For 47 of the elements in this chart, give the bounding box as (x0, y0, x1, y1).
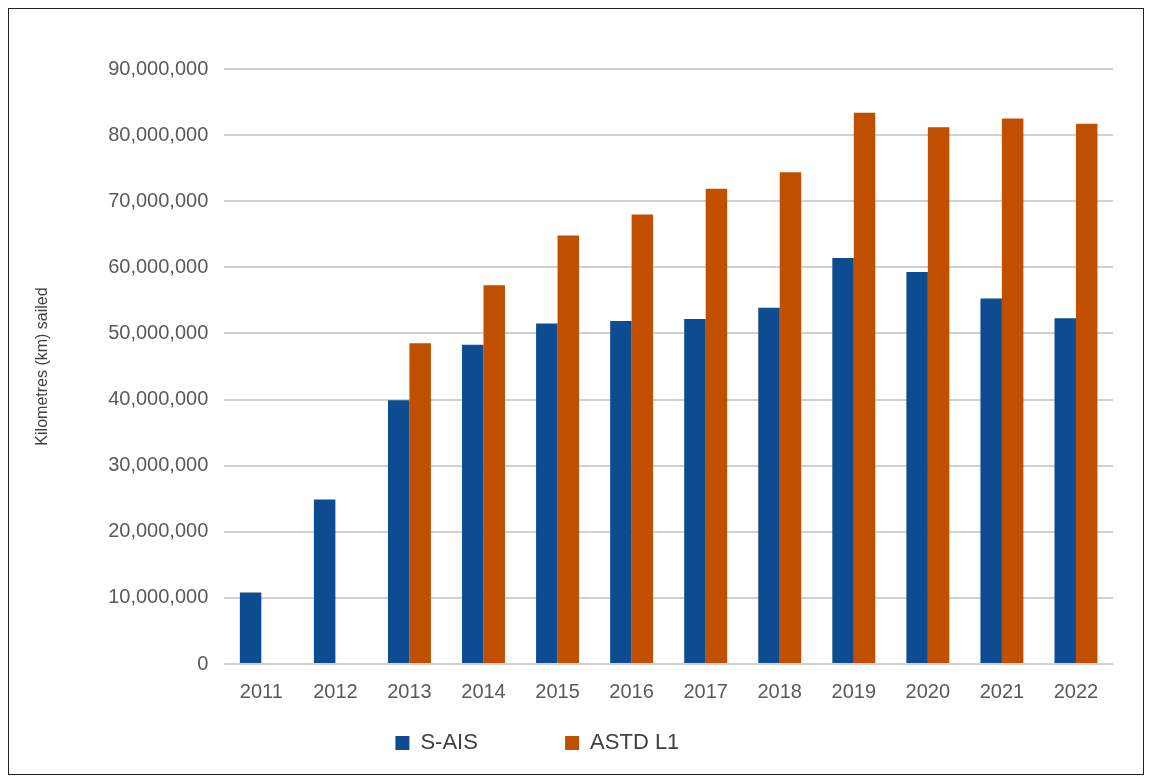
x-tick-label: 2020 (905, 679, 951, 702)
bar (779, 172, 802, 663)
y-tick-label: 60,000,000 (108, 254, 209, 277)
y-tick-label: 20,000,000 (108, 519, 209, 542)
y-tick-label: 70,000,000 (108, 188, 209, 211)
bar (409, 343, 431, 663)
bar (1001, 118, 1024, 663)
bar (1075, 123, 1098, 663)
x-tick-label: 2022 (1053, 679, 1099, 702)
x-tick-label: 2012 (313, 679, 358, 702)
y-tick-label: 0 (197, 651, 209, 674)
bar (239, 592, 262, 663)
x-tick-label: 2018 (757, 679, 802, 702)
bar (462, 344, 484, 663)
bar (536, 323, 558, 663)
y-tick-label: 40,000,000 (108, 387, 209, 410)
bar (906, 271, 928, 663)
bar (853, 112, 876, 663)
bar (557, 235, 580, 663)
bar (387, 400, 410, 663)
x-tick-label: 2015 (535, 679, 580, 702)
x-tick-label: 2021 (979, 679, 1025, 702)
x-tick-label: 2017 (683, 679, 728, 702)
bar (980, 298, 1002, 663)
x-tick-label: 2019 (831, 679, 877, 702)
x-tick-label: 2014 (461, 679, 506, 702)
legend-label: S-AIS (420, 729, 546, 755)
bar (1054, 318, 1076, 663)
x-tick-label: 2016 (609, 679, 654, 702)
bar (610, 320, 632, 663)
legend-label: ASTD L1 (590, 729, 747, 755)
bar (927, 127, 950, 663)
y-tick-label: 10,000,000 (108, 585, 209, 608)
bar (684, 318, 706, 663)
bar (705, 188, 728, 663)
bar (483, 285, 505, 663)
bar (832, 258, 854, 663)
bar (313, 499, 336, 663)
y-tick-label: 80,000,000 (108, 122, 209, 145)
y-tick-label: 50,000,000 (108, 320, 209, 343)
y-axis-title: Kilometres (km) sailed (33, 287, 51, 446)
bar (631, 214, 654, 663)
x-tick-label: 2013 (387, 679, 432, 702)
bar (758, 307, 780, 663)
y-tick-label: 30,000,000 (108, 453, 209, 476)
x-tick-label: 2011 (239, 679, 283, 702)
y-tick-label: 90,000,000 (108, 56, 209, 79)
